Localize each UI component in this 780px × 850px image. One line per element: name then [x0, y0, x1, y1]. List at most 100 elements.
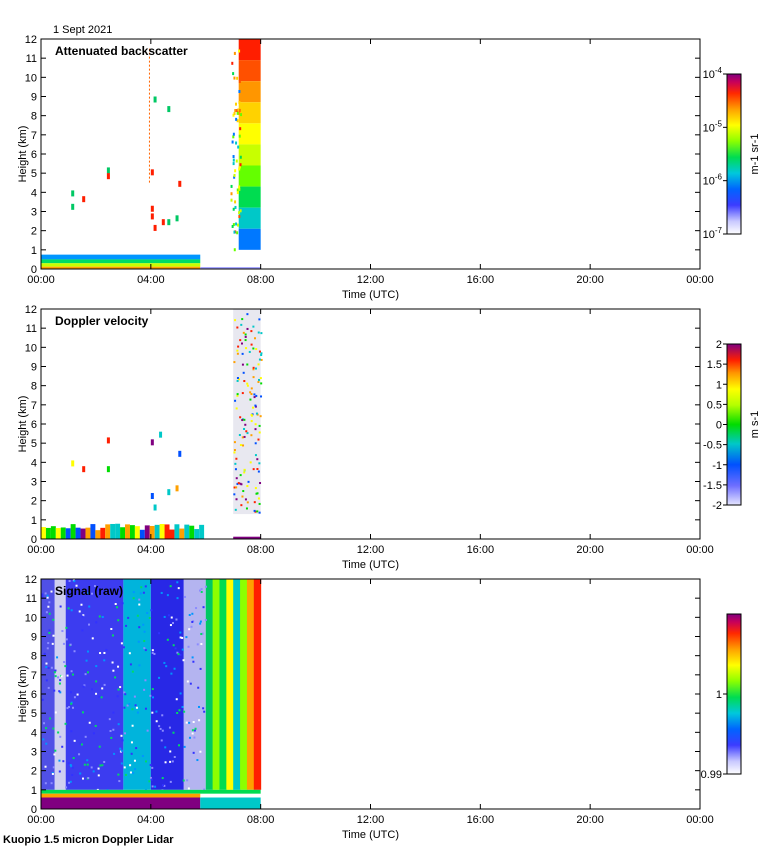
speck: [204, 618, 207, 621]
speck: [54, 749, 57, 752]
y-tick-label: 9: [31, 362, 37, 374]
speck: [247, 480, 250, 483]
colorbar-tick-label: 0.99: [701, 769, 722, 781]
speck: [188, 613, 191, 616]
speck: [123, 766, 126, 769]
colorbar-tick-label: 10-6: [703, 173, 723, 188]
speck: [246, 485, 249, 488]
speck: [243, 468, 246, 471]
speck: [83, 684, 86, 687]
speck: [154, 785, 157, 788]
y-axis-label: Height (km): [17, 126, 29, 183]
y-tick-label: 3: [31, 747, 37, 759]
y-tick-label: 12: [25, 34, 37, 46]
speck: [178, 450, 182, 457]
y-tick-label: 7: [31, 670, 37, 682]
velocity-cell: [70, 524, 76, 539]
speck: [253, 337, 256, 340]
speck: [238, 434, 241, 437]
speck: [192, 751, 195, 754]
speck: [46, 594, 49, 597]
speck: [238, 167, 241, 171]
speck: [163, 784, 166, 787]
speck: [253, 501, 256, 504]
speck: [232, 223, 235, 227]
layer-blue: [41, 254, 201, 260]
speck: [106, 167, 110, 174]
speck: [143, 688, 146, 691]
cloud-band: [238, 165, 261, 187]
speck: [243, 471, 246, 474]
speck: [198, 719, 201, 722]
speck: [45, 727, 48, 730]
speck: [59, 735, 62, 738]
speck: [111, 634, 114, 637]
y-tick-label: 1: [31, 245, 37, 257]
speck: [236, 326, 239, 329]
speck: [95, 665, 98, 668]
speck: [179, 653, 182, 656]
speck: [58, 759, 61, 762]
speck: [243, 418, 246, 421]
x-tick-label: 04:00: [137, 814, 165, 826]
speck: [69, 780, 72, 783]
speck: [80, 603, 83, 606]
speck: [150, 169, 154, 176]
speck: [155, 710, 158, 713]
y-tick-label: 5: [31, 438, 37, 450]
speck: [114, 676, 117, 679]
speck: [101, 687, 104, 690]
signal-band: [233, 579, 241, 790]
speck: [238, 165, 241, 169]
speck: [237, 345, 240, 348]
speck: [185, 636, 188, 639]
speck: [60, 675, 63, 678]
speck: [175, 215, 179, 222]
speck: [98, 745, 101, 748]
speck: [242, 331, 245, 334]
speck: [79, 772, 82, 775]
speck: [232, 113, 235, 117]
speck: [196, 759, 199, 762]
speck: [255, 492, 258, 495]
colorbar-bar: [726, 343, 742, 506]
speck: [191, 656, 194, 659]
speck: [175, 485, 179, 492]
speck: [239, 155, 242, 159]
x-tick-label: 00:00: [27, 274, 55, 286]
cloud-band: [238, 81, 261, 103]
colorbar-label: m s-1: [749, 411, 761, 439]
speck: [121, 739, 124, 742]
speck: [238, 89, 241, 93]
speck: [240, 113, 243, 117]
speck: [58, 770, 61, 773]
speck: [259, 377, 262, 380]
y-tick-label: 10: [25, 72, 37, 84]
velocity-cell: [194, 529, 200, 539]
y-tick-label: 0: [31, 264, 37, 276]
speck: [95, 680, 98, 683]
x-tick-label: 20:00: [576, 544, 604, 556]
x-tick-label: 16:00: [467, 544, 495, 556]
speck: [78, 753, 81, 756]
speck: [178, 709, 181, 712]
speck: [99, 764, 102, 767]
speck: [255, 412, 258, 415]
speck: [240, 483, 243, 486]
speck: [252, 368, 255, 371]
velocity-cell: [125, 524, 130, 539]
speck: [144, 679, 147, 682]
speck: [232, 135, 235, 139]
speck: [205, 585, 208, 588]
y-tick-label: 11: [26, 323, 37, 335]
speck: [239, 339, 242, 342]
speck: [116, 606, 119, 609]
speck: [90, 766, 93, 769]
speck: [258, 511, 261, 514]
speck: [232, 155, 235, 159]
velocity-cell: [115, 523, 121, 539]
speck: [254, 423, 257, 426]
speck: [54, 675, 57, 678]
speck: [134, 768, 137, 771]
velocity-cell: [85, 527, 91, 539]
